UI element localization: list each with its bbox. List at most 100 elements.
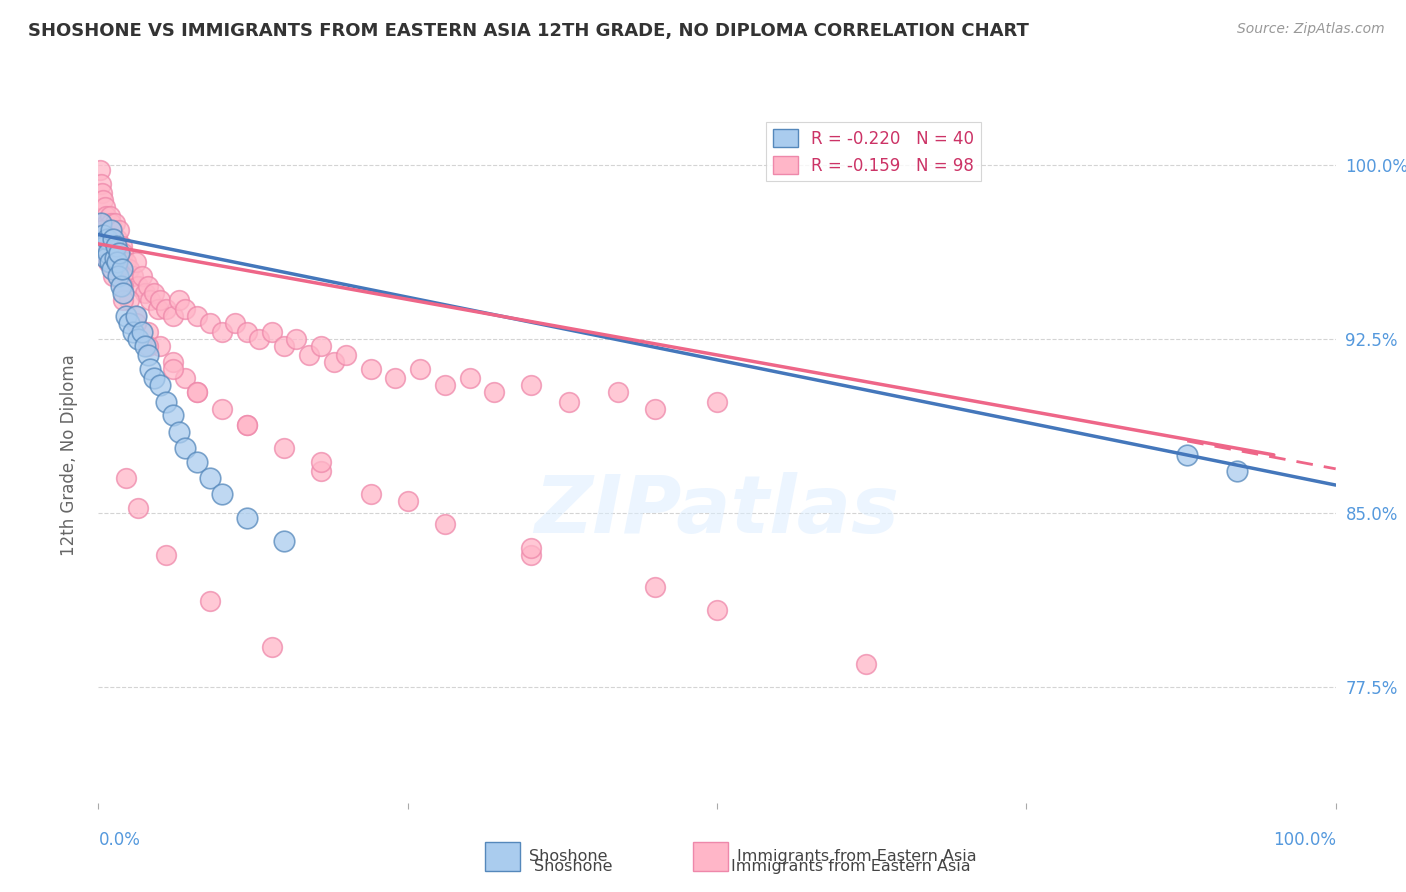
- Point: [122, 325, 145, 339]
- Point: [134, 285, 156, 300]
- Point: [155, 548, 177, 562]
- Point: [224, 316, 246, 330]
- Point: [111, 239, 134, 253]
- Point: [211, 325, 233, 339]
- Point: [131, 325, 153, 339]
- Point: [105, 232, 128, 246]
- Point: [162, 409, 184, 423]
- Point: [104, 239, 127, 253]
- Point: [100, 246, 122, 260]
- Point: [93, 227, 115, 242]
- Point: [124, 255, 146, 269]
- Point: [409, 362, 432, 376]
- Point: [162, 309, 184, 323]
- Text: ZIPatlas: ZIPatlas: [534, 472, 900, 549]
- Point: [127, 278, 149, 293]
- Point: [260, 325, 283, 339]
- Point: [118, 293, 141, 307]
- Point: [198, 471, 221, 485]
- Point: [706, 603, 728, 617]
- Point: [139, 362, 162, 376]
- Point: [103, 251, 125, 265]
- Point: [118, 316, 141, 330]
- Point: [124, 309, 146, 323]
- Point: [155, 301, 177, 316]
- Point: [149, 293, 172, 307]
- Point: [155, 394, 177, 409]
- Point: [433, 378, 456, 392]
- Point: [112, 293, 135, 307]
- Point: [105, 262, 128, 277]
- Point: [174, 301, 197, 316]
- Point: [107, 269, 129, 284]
- Point: [108, 246, 131, 260]
- Point: [162, 355, 184, 369]
- Point: [111, 262, 134, 277]
- Point: [112, 285, 135, 300]
- Point: [91, 186, 114, 200]
- Point: [309, 464, 332, 478]
- Point: [96, 232, 118, 246]
- Point: [186, 309, 208, 323]
- Point: [186, 385, 208, 400]
- Point: [98, 255, 121, 269]
- Point: [198, 316, 221, 330]
- Point: [107, 246, 129, 260]
- Point: [520, 378, 543, 392]
- Point: [855, 657, 877, 671]
- Y-axis label: 12th Grade, No Diploma: 12th Grade, No Diploma: [59, 354, 77, 556]
- Point: [236, 325, 259, 339]
- Point: [101, 223, 124, 237]
- Point: [644, 580, 666, 594]
- Point: [94, 251, 117, 265]
- Point: [110, 278, 132, 293]
- Point: [124, 309, 146, 323]
- Point: [273, 533, 295, 548]
- Point: [149, 339, 172, 353]
- Point: [360, 487, 382, 501]
- Point: [94, 232, 117, 246]
- Point: [335, 348, 357, 362]
- Point: [98, 209, 121, 223]
- Point: [114, 255, 136, 269]
- Legend: R = -0.220   N = 40, R = -0.159   N = 98: R = -0.220 N = 40, R = -0.159 N = 98: [766, 122, 981, 181]
- Text: Immigrants from Eastern Asia: Immigrants from Eastern Asia: [737, 849, 976, 863]
- Point: [174, 371, 197, 385]
- Point: [122, 269, 145, 284]
- Point: [90, 216, 112, 230]
- Point: [94, 209, 117, 223]
- Point: [114, 471, 136, 485]
- Point: [93, 193, 115, 207]
- Point: [97, 223, 120, 237]
- Point: [211, 487, 233, 501]
- Point: [103, 232, 125, 246]
- Point: [136, 278, 159, 293]
- Point: [89, 162, 111, 177]
- Point: [100, 216, 122, 230]
- Point: [322, 355, 344, 369]
- Point: [114, 309, 136, 323]
- Point: [167, 293, 190, 307]
- Point: [93, 239, 115, 253]
- Point: [93, 239, 115, 253]
- Point: [96, 216, 118, 230]
- Text: 100.0%: 100.0%: [1272, 830, 1336, 848]
- Text: Source: ZipAtlas.com: Source: ZipAtlas.com: [1237, 22, 1385, 37]
- Point: [131, 269, 153, 284]
- Point: [1175, 448, 1198, 462]
- Point: [127, 501, 149, 516]
- Point: [236, 510, 259, 524]
- Point: [309, 339, 332, 353]
- Point: [273, 339, 295, 353]
- Point: [97, 255, 120, 269]
- Point: [236, 417, 259, 432]
- Point: [520, 548, 543, 562]
- Point: [143, 285, 166, 300]
- Point: [285, 332, 308, 346]
- Point: [260, 640, 283, 655]
- Text: Immigrants from Eastern Asia: Immigrants from Eastern Asia: [731, 859, 970, 874]
- Point: [103, 232, 125, 246]
- Point: [706, 394, 728, 409]
- Point: [384, 371, 406, 385]
- Point: [211, 401, 233, 416]
